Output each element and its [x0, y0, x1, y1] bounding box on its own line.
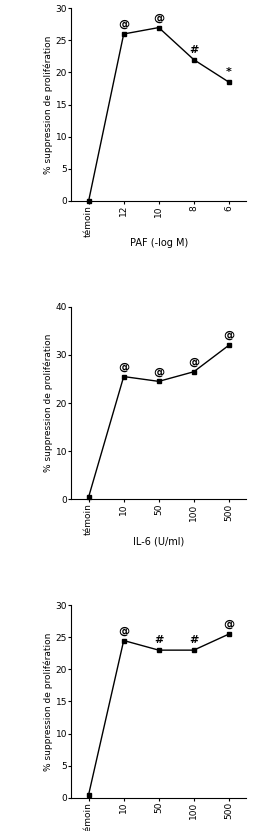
- Y-axis label: % suppression de prolifération: % suppression de prolifération: [43, 334, 53, 472]
- Text: @: @: [118, 19, 129, 29]
- Text: @: @: [223, 619, 234, 629]
- Text: @: @: [118, 361, 129, 371]
- Text: #: #: [189, 45, 198, 55]
- Y-axis label: % suppression de prolifération: % suppression de prolifération: [43, 36, 53, 174]
- Y-axis label: % suppression de prolifération: % suppression de prolifération: [43, 632, 53, 770]
- Text: #: #: [154, 636, 163, 646]
- Text: #: #: [189, 636, 198, 646]
- Text: @: @: [118, 626, 129, 636]
- Text: @: @: [188, 357, 199, 367]
- Text: @: @: [223, 331, 234, 341]
- X-axis label: IL-6 (U/ml): IL-6 (U/ml): [133, 537, 184, 547]
- Text: @: @: [153, 366, 164, 376]
- X-axis label: PAF (-log M): PAF (-log M): [130, 238, 188, 248]
- Text: @: @: [153, 12, 164, 22]
- Text: *: *: [226, 67, 232, 77]
